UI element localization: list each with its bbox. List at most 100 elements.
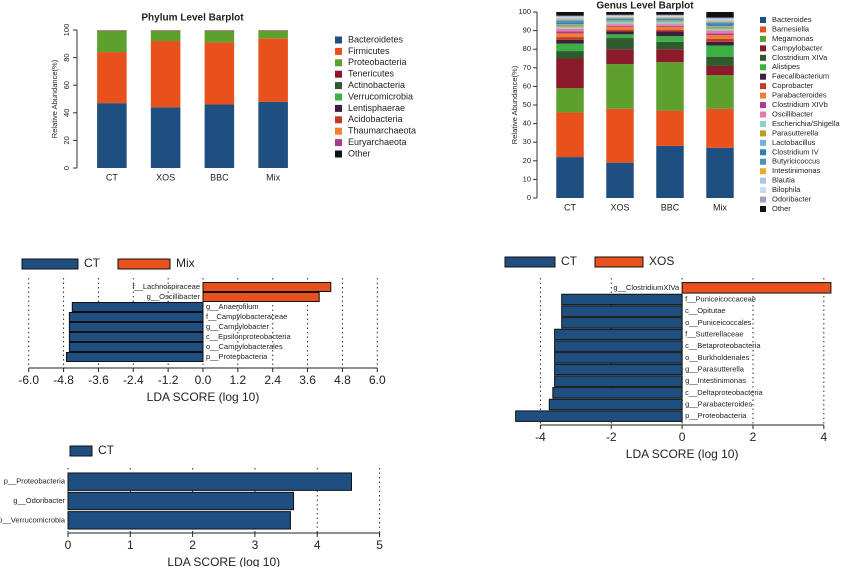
legend-label: Bacteroidetes (348, 34, 404, 44)
x-tick-label: -2.4 (123, 373, 144, 387)
bar-segment (556, 24, 584, 26)
bar-segment (606, 12, 634, 15)
bar-segment (556, 25, 584, 27)
x-tick-label: 4.8 (334, 373, 351, 387)
bar-segment (706, 24, 734, 26)
legend-swatch (335, 59, 342, 67)
y-tick-label: 40 (523, 119, 531, 128)
legend-label: Lentisphaerae (348, 103, 405, 113)
bar-segment (556, 51, 584, 59)
bar-segment (606, 19, 634, 21)
legend-swatch (760, 26, 766, 33)
feature-label: c__Deltaproteobacteria (685, 388, 763, 397)
x-tick-label: 5 (376, 538, 383, 552)
bar-segment (706, 41, 734, 46)
feature-label: f__Sutterellaceae (685, 329, 743, 338)
legend-label: Firmicutes (348, 46, 390, 56)
bar-segment (556, 112, 584, 158)
y-tick-label: 80 (62, 53, 71, 61)
y-tick-label: 30 (523, 137, 531, 146)
legend-label: Clostridium XIVa (772, 53, 828, 62)
legend-label: Clostridium XIVb (772, 100, 828, 109)
legend-label: Butyricicoccus (772, 157, 820, 166)
bar-segment (606, 49, 634, 65)
lda-bar (561, 305, 683, 317)
feature-label: g__Parasutterella (685, 364, 745, 373)
feature-label: c__Betaproteobacteria (685, 341, 761, 350)
bar-segment (556, 33, 584, 38)
bar-segment (150, 41, 181, 108)
bar-segment (556, 26, 584, 29)
legend-label: Faecalibacterium (772, 72, 829, 81)
feature-label: f__Campylobacteraceae (206, 312, 287, 321)
legend-swatch (69, 445, 93, 457)
bar-segment (656, 62, 684, 111)
bar-segment (706, 108, 734, 148)
legend-label: Intestinimonas (772, 166, 821, 175)
legend-swatch (760, 187, 766, 194)
bar-segment (656, 18, 684, 20)
legend-swatch (760, 139, 766, 146)
bar-segment (656, 29, 684, 32)
legend-swatch (335, 47, 342, 55)
legend-label: Other (348, 148, 371, 158)
bar-segment (258, 101, 288, 168)
bar-segment (204, 31, 235, 43)
x-tick-label: 4 (820, 430, 827, 444)
bar-segment (556, 88, 584, 113)
lda-bar (681, 282, 832, 294)
legend-swatch (760, 35, 766, 42)
bar-segment (656, 22, 684, 25)
y-tick-label: 70 (523, 63, 531, 72)
x-tick-label: 4 (314, 538, 321, 552)
lda-bar (202, 292, 320, 302)
lda-bar (554, 375, 683, 387)
legend-swatch (335, 127, 342, 135)
legend-swatch (760, 102, 766, 109)
bar-segment (556, 22, 584, 25)
bar-segment (656, 15, 684, 17)
legend-swatch (760, 45, 766, 52)
bar-segment (97, 31, 127, 53)
lda-bar (68, 322, 204, 332)
y-tick-label: 60 (62, 81, 71, 89)
legend-label: Euryarchaeota (348, 137, 407, 147)
legend-swatch (335, 36, 342, 44)
y-tick-label: 90 (523, 26, 531, 35)
bar-segment (556, 31, 584, 34)
legend-swatch (760, 149, 766, 156)
bar-segment (706, 147, 734, 198)
y-axis-label: Relative Abundance(%) (510, 65, 519, 144)
bar-segment (706, 38, 734, 42)
x-tick-label: -6.0 (18, 373, 39, 387)
feature-label: g__Oscillibacter (147, 292, 201, 301)
bar-segment (656, 26, 684, 30)
bar-segment (656, 41, 684, 50)
legend-label: Megamonas (772, 34, 814, 43)
legend-swatch (760, 92, 766, 99)
legend-label: Mix (176, 256, 195, 270)
feature-label: c__Epsilonproteobacteria (206, 332, 291, 341)
legend-label: Bilophila (772, 185, 801, 194)
legend-swatch (760, 158, 766, 165)
bar-segment (556, 39, 584, 44)
lda-bar (554, 340, 683, 352)
bar-segment (656, 16, 684, 18)
bar-segment (706, 33, 734, 36)
bar-segment (706, 65, 734, 76)
bar-segment (606, 64, 634, 109)
lda-bar (68, 342, 204, 352)
legend-label: XOS (649, 254, 674, 268)
x-tick-label: Mix (266, 172, 280, 182)
bar-segment (706, 45, 734, 57)
feature-label: g__Anaerofilum (206, 302, 259, 311)
lda-bar (552, 387, 683, 399)
bar-segment (656, 19, 684, 21)
bar-segment (656, 145, 684, 198)
bar-segment (656, 14, 684, 16)
x-tick-label: XOS (156, 172, 175, 182)
bar-segment (606, 16, 634, 18)
bar-segment (97, 103, 127, 168)
legend-label: Blautia (772, 176, 796, 185)
x-tick-label: XOS (610, 202, 629, 212)
